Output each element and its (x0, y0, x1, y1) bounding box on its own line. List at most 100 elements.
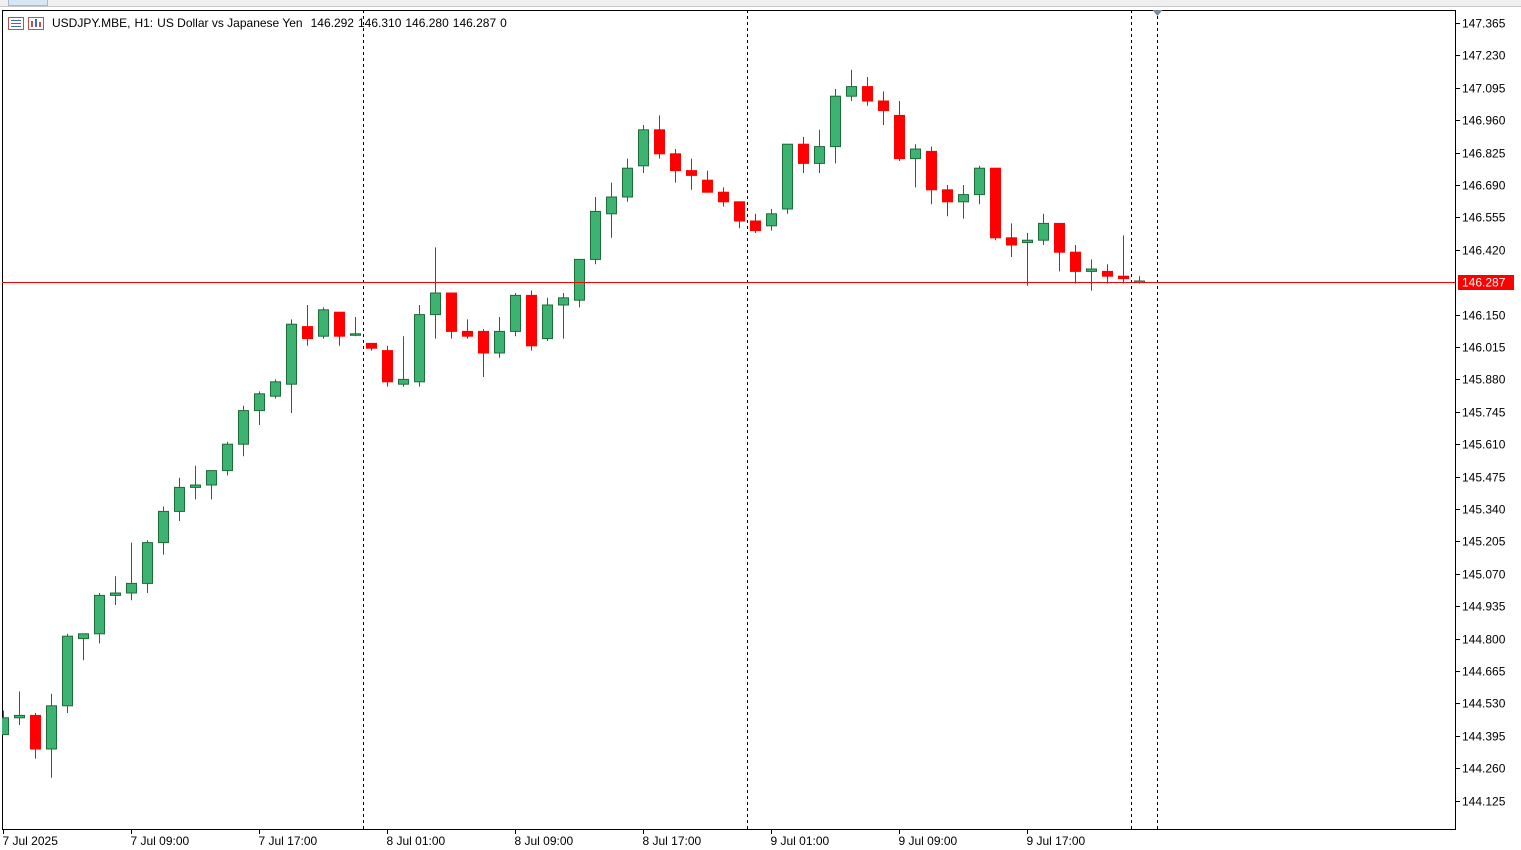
candle-body (398, 378, 409, 385)
candle-body (1006, 237, 1017, 246)
candle (1070, 245, 1081, 284)
candle (974, 165, 985, 205)
candle-body (206, 470, 217, 486)
candle-body (190, 484, 201, 488)
candle-body (558, 297, 569, 306)
candle (878, 91, 889, 125)
time-axis: 7 Jul 2025 7 Jul 09:00 7 Jul 17:00 8 Jul 01… (3, 829, 1086, 848)
candle-body (414, 314, 425, 383)
candle (110, 576, 121, 605)
candle (126, 542, 137, 601)
candle-body (942, 189, 953, 203)
price-tick-label: 144.125 (1462, 795, 1506, 809)
candle (558, 293, 569, 339)
price-tick-label: 146.420 (1462, 244, 1506, 258)
chart-shift-marker-icon (1152, 10, 1163, 16)
time-tick-label: 8 Jul 09:00 (515, 834, 574, 848)
candle (350, 317, 361, 337)
candle (750, 213, 761, 233)
candle-body (510, 294, 521, 332)
candle (62, 633, 73, 713)
candle-body (462, 330, 473, 337)
candle (590, 197, 601, 265)
price-tick-label: 144.935 (1462, 600, 1506, 614)
candle-body (222, 443, 233, 472)
candle-body (990, 167, 1001, 239)
candle-body (494, 330, 505, 354)
candle (606, 182, 617, 238)
candle-body (926, 150, 937, 191)
candle-body (1070, 251, 1081, 272)
candle-body (686, 170, 697, 176)
candle (174, 477, 185, 521)
open-value: 146.292 (310, 16, 354, 30)
candle (190, 465, 201, 500)
time-tick-label: 9 Jul 09:00 (899, 834, 958, 848)
price-axis: 147.365 147.230 147.095 146.960 146.825 146.6… (1455, 17, 1514, 809)
candle-body (2, 717, 9, 736)
candle-body (286, 323, 297, 385)
price-tick-label: 147.365 (1462, 17, 1506, 31)
candle (926, 146, 937, 205)
candle (238, 405, 249, 457)
candle-body (126, 582, 137, 594)
candle-body (1102, 270, 1113, 277)
candle (158, 506, 169, 555)
candle (286, 319, 297, 413)
candle (686, 158, 697, 190)
candle-body (350, 333, 361, 336)
candle-body (750, 220, 761, 232)
low-value: 146.280 (405, 16, 449, 30)
price-tick-label: 145.745 (1462, 406, 1506, 420)
symbol-label: USDJPY.MBE, (52, 16, 131, 30)
price-tick-label: 146.015 (1462, 341, 1506, 355)
candle (1086, 259, 1097, 291)
candle (910, 144, 921, 188)
candle (398, 336, 409, 387)
candle-body (334, 311, 345, 337)
candle-body (62, 635, 73, 707)
candle-body (654, 129, 665, 155)
candle-body (1022, 239, 1033, 244)
candle-body (702, 179, 713, 193)
price-tick-label: 144.530 (1462, 697, 1506, 711)
candle-body (142, 542, 153, 584)
candle-body (254, 393, 265, 412)
time-tick-label: 8 Jul 17:00 (643, 834, 702, 848)
price-tick-label: 146.555 (1462, 211, 1506, 225)
candle (462, 319, 473, 339)
candle (718, 187, 729, 207)
candle-body (430, 292, 441, 316)
candle (654, 115, 665, 159)
candle-body (814, 146, 825, 164)
candle (1006, 223, 1017, 257)
candle-body (782, 143, 793, 210)
candle-body (478, 330, 489, 354)
candle-body (270, 381, 281, 397)
candle (206, 470, 217, 500)
candle (542, 297, 553, 341)
candle (734, 201, 745, 229)
candle-body (846, 86, 857, 97)
chart-list-icon[interactable] (8, 16, 24, 30)
candle (1054, 222, 1065, 272)
candle-body (974, 167, 985, 196)
time-tick-label: 9 Jul 17:00 (1027, 834, 1086, 848)
candle (1102, 264, 1113, 284)
candle-body (894, 114, 905, 160)
candle (78, 633, 89, 661)
candle-body (366, 342, 377, 349)
candle (414, 305, 425, 387)
candle-body (910, 148, 921, 160)
candle (862, 77, 873, 106)
candle (46, 693, 57, 778)
price-tick-label: 146.690 (1462, 179, 1506, 193)
candle (526, 290, 537, 351)
candle (2, 710, 9, 736)
chart-tab[interactable] (8, 0, 48, 6)
chart-properties-icon[interactable] (28, 16, 44, 30)
window-top-strip (0, 0, 1521, 7)
candle (222, 441, 233, 476)
candle-body (158, 510, 169, 544)
